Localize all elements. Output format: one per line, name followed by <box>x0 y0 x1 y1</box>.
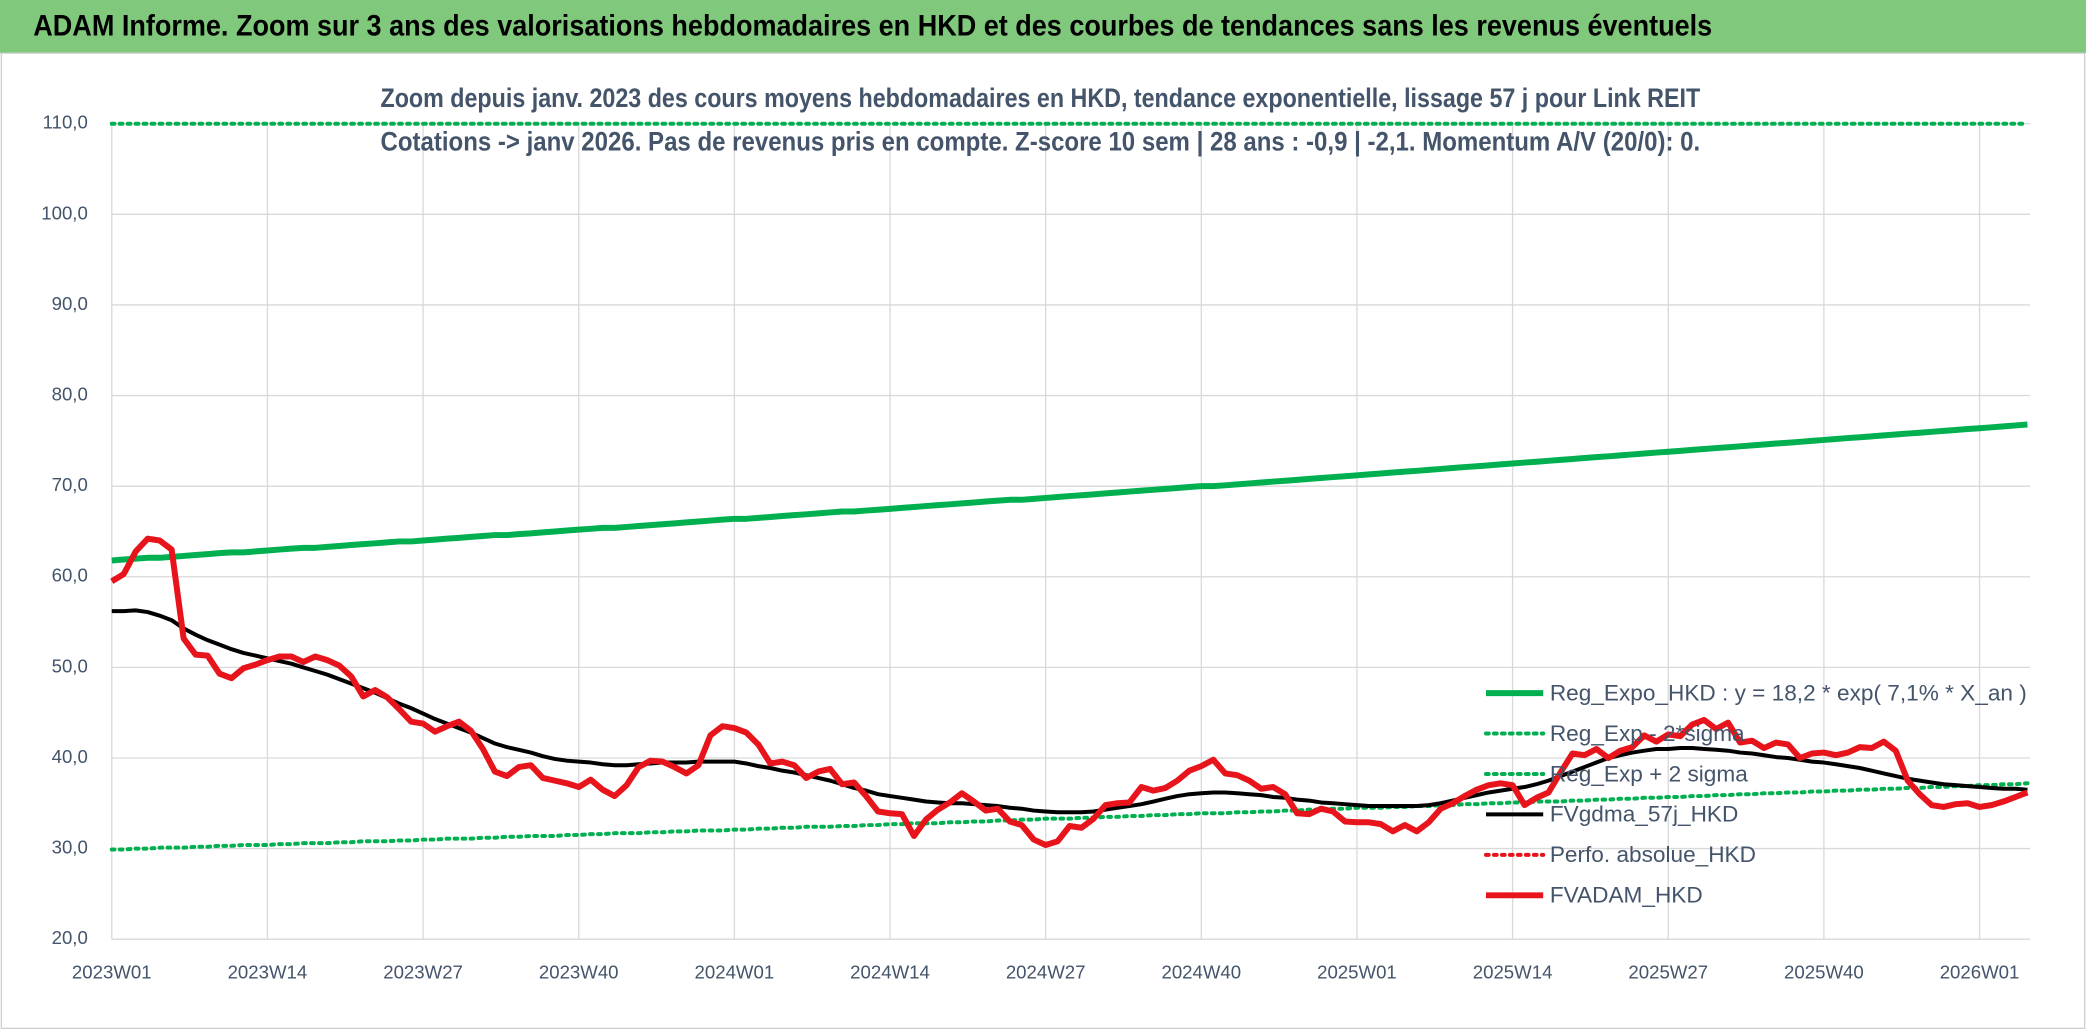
y-tick-label: 60,0 <box>52 565 88 586</box>
y-tick-label: 80,0 <box>52 383 88 404</box>
y-tick-label: 90,0 <box>52 293 88 314</box>
legend-label: Reg_Expo_HKD : y = 18,2 * exp( 7,1% * X_… <box>1550 680 2027 705</box>
x-tick-label: 2023W14 <box>228 962 308 983</box>
chart-frame <box>0 52 2086 1030</box>
series-line <box>109 781 2030 852</box>
y-tick-label: 20,0 <box>52 927 88 948</box>
legend-label: Perfo. absolue_HKD <box>1550 842 1756 867</box>
x-tick-label: 2025W27 <box>1628 962 1708 983</box>
page-title: ADAM Informe. Zoom sur 3 ans des valoris… <box>33 11 1712 43</box>
y-tick-label: 110,0 <box>43 112 88 133</box>
y-tick-label: 30,0 <box>52 837 88 858</box>
x-tick-label: 2025W40 <box>1784 962 1864 983</box>
header-band <box>0 0 2086 54</box>
x-tick-label: 2026W01 <box>1940 962 2020 983</box>
x-tick-label: 2024W01 <box>695 962 775 983</box>
plot-area <box>109 121 2031 940</box>
x-tick-label: 2025W01 <box>1317 962 1397 983</box>
legend-label: Reg_Exp - 2*sigma <box>1550 721 1745 746</box>
chart-subtitle: Zoom depuis janv. 2023 des cours moyens … <box>380 83 1700 113</box>
y-tick-label: 100,0 <box>41 202 88 223</box>
series-line <box>111 608 2028 815</box>
x-tick-label: 2024W27 <box>1006 962 1086 983</box>
y-tick-label: 50,0 <box>52 655 88 676</box>
x-tick-label: 2023W01 <box>72 962 152 983</box>
x-tick-label: 2023W27 <box>383 962 463 983</box>
y-tick-label: 40,0 <box>52 746 88 767</box>
series-line <box>111 421 2028 564</box>
legend-label: Reg_Exp + 2 sigma <box>1550 761 1748 786</box>
x-tick-label: 2025W14 <box>1473 962 1553 983</box>
legend-label: FVgdma_57j_HKD <box>1550 802 1739 827</box>
x-tick-label: 2024W14 <box>850 962 930 983</box>
y-tick-label: 70,0 <box>52 474 88 495</box>
chart-subtitle: Cotations -> janv 2026. Pas de revenus p… <box>380 127 1700 157</box>
x-tick-label: 2024W40 <box>1161 962 1241 983</box>
series-line <box>110 535 2029 849</box>
x-tick-label: 2023W40 <box>539 962 619 983</box>
legend-label: FVADAM_HKD <box>1550 883 1703 908</box>
